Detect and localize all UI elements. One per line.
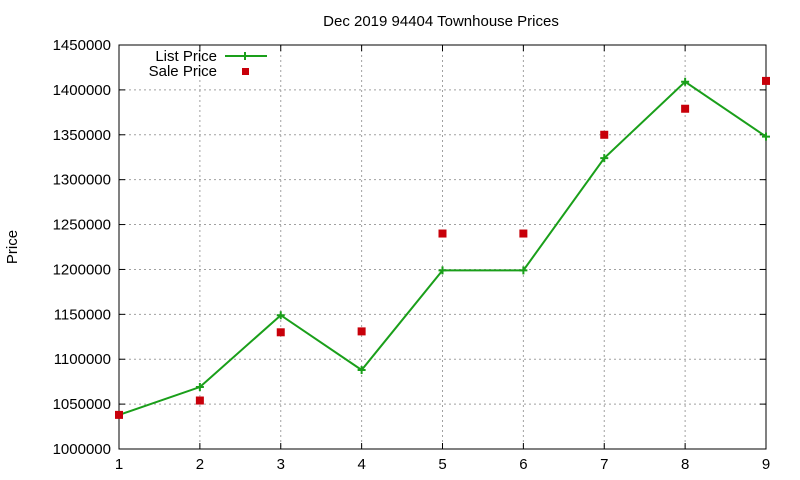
axis-ticks: 1000000 1050000 1100000 1150000 1200000 12500… <box>53 37 771 473</box>
sale-price-point <box>276 328 285 337</box>
y-tick-label: 1200000 <box>53 261 111 278</box>
legend: List Price Sale Price <box>149 48 267 80</box>
y-tick-label: 1400000 <box>53 82 111 99</box>
sale-price-point <box>115 410 123 419</box>
legend-label-sale-price: Sale Price <box>149 63 217 80</box>
y-tick-label: 1300000 <box>53 172 111 189</box>
sale-price-point <box>600 130 609 139</box>
grid-lines <box>119 45 766 449</box>
legend-label-list-price: List Price <box>155 48 217 65</box>
x-tick-label: 3 <box>277 456 285 473</box>
legend-marker-list-price <box>241 52 249 60</box>
list-price-point <box>276 311 285 320</box>
legend-marker-sale-price <box>242 68 249 75</box>
y-tick-label: 1450000 <box>53 37 111 54</box>
chart-title: Dec 2019 94404 Townhouse Prices <box>323 13 559 30</box>
y-tick-label: 1100000 <box>54 351 111 368</box>
y-tick-label: 1150000 <box>54 306 111 323</box>
list-price-point <box>762 132 770 141</box>
sale-price-point <box>681 104 690 113</box>
x-tick-label: 1 <box>115 456 123 473</box>
sale-price-point <box>195 396 204 405</box>
y-tick-label: 1000000 <box>53 441 111 458</box>
y-axis-label: Price <box>4 230 21 264</box>
x-tick-label: 9 <box>762 456 770 473</box>
y-tick-label: 1050000 <box>53 396 111 413</box>
x-tick-label: 6 <box>519 456 527 473</box>
sale-price-point <box>762 76 770 85</box>
sale-price-point <box>357 327 366 336</box>
x-tick-label: 7 <box>600 456 608 473</box>
list-price-point <box>357 365 366 374</box>
list-price-point <box>519 266 528 275</box>
list-price-point <box>438 266 447 275</box>
list-price-point <box>195 383 204 392</box>
x-tick-label: 2 <box>196 456 204 473</box>
x-tick-label: 4 <box>357 456 365 473</box>
series-layer <box>115 76 770 419</box>
x-tick-label: 8 <box>681 456 689 473</box>
y-tick-label: 1250000 <box>53 217 111 234</box>
list-price-point <box>681 77 690 86</box>
sale-price-point <box>519 229 528 238</box>
y-tick-label: 1350000 <box>53 127 111 144</box>
x-tick-label: 5 <box>438 456 446 473</box>
list-price-point <box>600 154 609 163</box>
sale-price-point <box>438 229 447 238</box>
